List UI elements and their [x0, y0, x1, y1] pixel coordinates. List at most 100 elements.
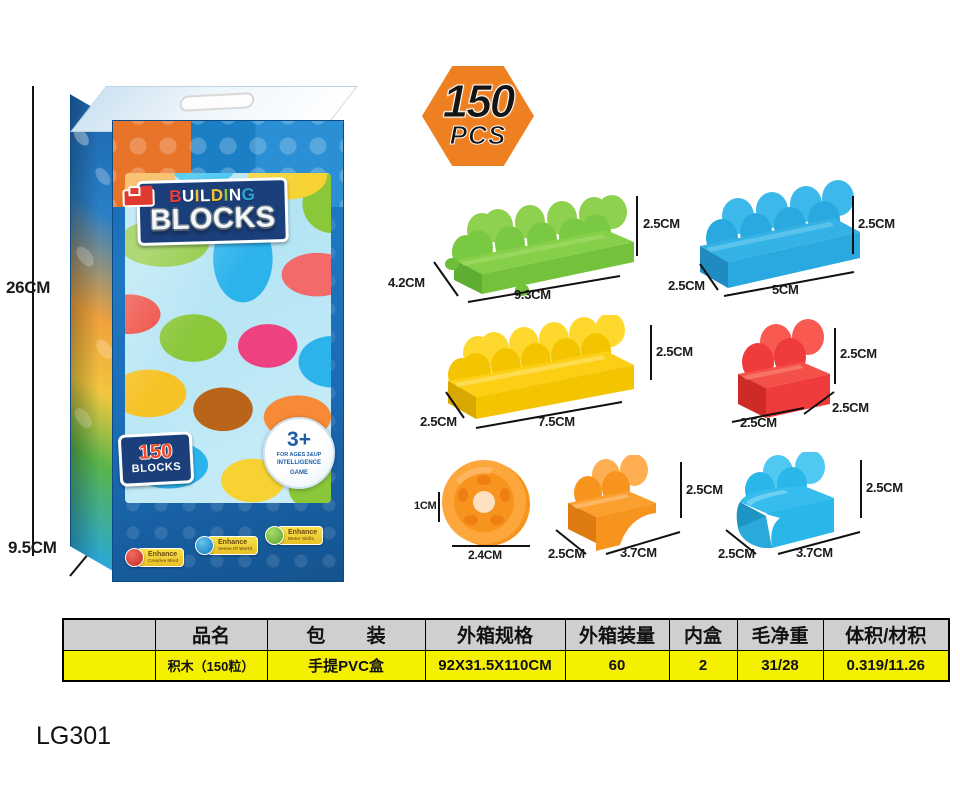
yellow-depth-dimline: [445, 391, 465, 419]
product-package-illustration: BUILDING BLOCKS 150 BLOCKS 3+ FOR AGES 3…: [60, 78, 360, 582]
green-length-label: 9.3CM: [514, 287, 551, 302]
package-count-number: 150: [138, 440, 173, 465]
green-height-label: 2.5CM: [643, 216, 680, 231]
wheel-diameter-dimline: [452, 545, 530, 547]
blue-curved-height-dimline: [860, 460, 862, 518]
blue-depth-label: 2.5CM: [668, 278, 705, 293]
block-yellow-brick: [440, 313, 650, 430]
package-feature-badges: Enhance Creative Mind Enhance Sense Of W…: [121, 523, 337, 567]
feature-badge-title-2: Enhance: [288, 529, 318, 537]
age-game-line1: INTELLIGENCE: [276, 460, 321, 467]
blue-curved-depth-label: 2.5CM: [718, 546, 755, 561]
blue-depth-dimline: [699, 263, 719, 291]
orange-slope-depth-label: 2.5CM: [548, 546, 585, 561]
orange-slope-length-label: 3.7CM: [620, 545, 657, 560]
orange-slope-height-label: 2.5CM: [686, 482, 723, 497]
header-blank: [62, 618, 156, 651]
pieces-count-badge: 150 PCS: [408, 60, 548, 170]
feature-badge-creative-mind: Enhance Creative Mind: [125, 548, 185, 567]
yellow-height-dimline: [650, 325, 652, 380]
package-left-face: [70, 94, 118, 574]
green-depth-label: 4.2CM: [388, 275, 425, 290]
yellow-height-label: 2.5CM: [656, 344, 693, 359]
package-count-badge: 150 BLOCKS: [117, 431, 195, 487]
logo-blocks-text: BLOCKS: [149, 201, 277, 237]
blue-curved-length-label: 3.7CM: [796, 545, 833, 560]
header-volume: 体积/材积: [822, 618, 950, 651]
package-depth-label: 9.5CM: [8, 538, 57, 557]
age-game-line2: GAME: [290, 469, 308, 476]
blue-length-label: 5CM: [772, 282, 799, 297]
green-height-dimline: [636, 196, 638, 256]
header-carton-qty: 外箱装量: [564, 618, 670, 651]
feature-badge-sense-of-world: Enhance Sense Of World: [195, 536, 259, 555]
cell-inner-box: 2: [668, 649, 738, 682]
blue-curved-length-dimline: [777, 531, 861, 555]
red-depth-label: 2.5CM: [832, 400, 869, 415]
blue-curved-height-label: 2.5CM: [866, 480, 903, 495]
blue-length-dimline: [723, 271, 855, 297]
feature-badge-subtitle-2: Motor Skills: [288, 536, 315, 542]
header-carton-spec: 外箱规格: [424, 618, 566, 651]
header-inner-box: 内盒: [668, 618, 738, 651]
feature-badge-subtitle-1: Sense Of World: [218, 546, 253, 552]
header-gross-net-weight: 毛净重: [736, 618, 824, 651]
wheel-thickness-dimline: [438, 492, 440, 522]
pieces-count-unit: PCS: [449, 120, 507, 150]
orange-slope-depth-dimline: [555, 529, 587, 555]
feature-badge-subtitle-0: Creative Mind: [148, 558, 179, 564]
model-number: LG301: [36, 722, 112, 750]
blue-height-label: 2.5CM: [858, 216, 895, 231]
package-logo: BUILDING BLOCKS: [122, 177, 290, 246]
wheel-thickness-label: 1CM: [414, 500, 437, 512]
red-height-dimline: [834, 328, 836, 384]
hand-icon: [265, 526, 284, 545]
pieces-count-number: 150: [442, 75, 516, 127]
yellow-length-dimline: [475, 401, 623, 429]
table-header-row: 品名 包 装 外箱规格 外箱装量 内盒 毛净重 体积/材积: [62, 618, 950, 651]
age-value: 3+: [287, 427, 311, 451]
package-height-dimline: [32, 86, 34, 556]
yellow-depth-label: 2.5CM: [420, 414, 457, 429]
feature-badge-title-0: Enhance: [148, 551, 178, 559]
package-count-label: BLOCKS: [131, 461, 182, 476]
cell-carton-spec: 92X31.5X110CM: [424, 649, 566, 682]
red-length-label: 2.5CM: [740, 415, 777, 430]
cell-carton-qty: 60: [564, 649, 670, 682]
cell-volume: 0.319/11.26: [822, 649, 950, 682]
wheel-diameter-label: 2.4CM: [468, 548, 502, 562]
blue-curved-depth-dimline: [725, 529, 757, 555]
package-height-label: 26CM: [6, 278, 51, 297]
senses-icon: [195, 536, 214, 555]
block-red-cube-brick: [730, 318, 850, 433]
cell-product-name: 积木（150粒）: [154, 649, 268, 682]
red-length-dimline: [731, 407, 805, 423]
green-length-dimline: [467, 275, 621, 303]
green-depth-dimline: [433, 261, 459, 297]
package-front-face: BUILDING BLOCKS 150 BLOCKS 3+ FOR AGES 3…: [112, 120, 344, 582]
header-product-name: 品名: [154, 618, 268, 651]
block-orange-slope-brick: [550, 454, 690, 565]
specification-table: 品名 包 装 外箱规格 外箱装量 内盒 毛净重 体积/材积 积木（150粒） 手…: [62, 618, 950, 682]
block-orange-wheel: [432, 460, 542, 550]
feature-badge-title-1: Enhance: [218, 539, 248, 547]
age-subtitle: FOR AGES 3&UP: [276, 451, 322, 458]
cell-packaging: 手提PVC盒: [266, 649, 426, 682]
header-packaging: 包 装: [266, 618, 426, 651]
cell-blank: [62, 649, 156, 682]
package-age-badge: 3+ FOR AGES 3&UP INTELLIGENCE GAME: [263, 417, 335, 489]
yellow-length-label: 7.5CM: [538, 414, 575, 429]
red-depth-dimline: [803, 391, 835, 415]
red-height-label: 2.5CM: [840, 346, 877, 361]
block-blue-brick: [690, 180, 870, 300]
block-blue-curved-brick: [720, 450, 870, 564]
block-green-long-brick: [430, 190, 660, 310]
cell-gross-net-weight: 31/28: [736, 649, 824, 682]
orange-slope-length-dimline: [605, 531, 681, 555]
table-row: 积木（150粒） 手提PVC盒 92X31.5X110CM 60 2 31/28…: [62, 649, 950, 682]
brain-icon: [125, 548, 144, 567]
logo-red-brick-icon: [122, 188, 155, 208]
feature-badge-motor-skills: Enhance Motor Skills: [265, 526, 324, 545]
orange-slope-height-dimline: [680, 462, 682, 518]
blue-height-dimline: [852, 196, 854, 254]
